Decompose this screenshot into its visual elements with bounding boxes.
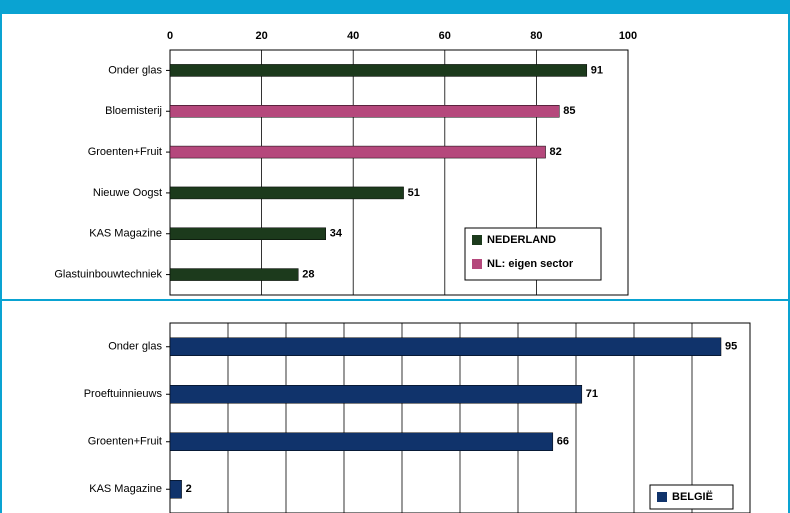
data-label: 82 bbox=[550, 146, 562, 158]
data-label: 2 bbox=[186, 483, 192, 495]
bar bbox=[169, 480, 182, 499]
y-tick-label: Proeftuinnieuws bbox=[84, 388, 163, 400]
data-label: 66 bbox=[557, 436, 569, 448]
data-label: 95 bbox=[725, 341, 737, 353]
bar bbox=[169, 227, 326, 240]
y-tick-label: Glastuinbouwtechniek bbox=[54, 268, 162, 280]
bar bbox=[169, 64, 588, 77]
right-border bbox=[788, 0, 790, 513]
bar bbox=[169, 337, 722, 356]
data-label: 51 bbox=[408, 187, 420, 199]
y-tick-label: Onder glas bbox=[108, 341, 162, 353]
legend-swatch bbox=[472, 259, 482, 269]
left-border bbox=[0, 0, 2, 513]
x-tick-label: 60 bbox=[439, 30, 451, 42]
legend-label: NEDERLAND bbox=[487, 234, 556, 246]
y-tick-label: KAS Magazine bbox=[89, 483, 162, 495]
y-tick-label: Groenten+Fruit bbox=[88, 146, 162, 158]
data-label: 34 bbox=[330, 228, 343, 240]
x-tick-label: 20 bbox=[255, 30, 267, 42]
y-tick-label: Bloemisterij bbox=[105, 105, 162, 117]
bar bbox=[169, 145, 546, 159]
bar bbox=[169, 268, 299, 281]
separator bbox=[0, 299, 790, 301]
legend-label: NL: eigen sector bbox=[487, 258, 574, 270]
bar bbox=[169, 385, 583, 404]
top-band bbox=[0, 0, 790, 14]
y-tick-label: Groenten+Fruit bbox=[88, 436, 162, 448]
data-label: 28 bbox=[302, 268, 314, 280]
bar bbox=[169, 186, 404, 200]
x-tick-label: 80 bbox=[530, 30, 542, 42]
data-label: 71 bbox=[586, 388, 598, 400]
legend-swatch bbox=[472, 235, 482, 245]
data-label: 85 bbox=[563, 105, 575, 117]
legend-label: BELGIË bbox=[672, 490, 713, 503]
data-label: 91 bbox=[591, 64, 603, 76]
bar bbox=[169, 432, 554, 451]
x-tick-label: 0 bbox=[167, 30, 173, 42]
x-tick-label: 100 bbox=[619, 30, 637, 42]
y-tick-label: Onder glas bbox=[108, 64, 162, 76]
y-tick-label: KAS Magazine bbox=[89, 228, 162, 240]
legend-swatch bbox=[657, 492, 667, 502]
bar bbox=[169, 105, 560, 118]
legend-box bbox=[464, 227, 602, 281]
y-tick-label: Nieuwe Oogst bbox=[93, 187, 162, 199]
x-tick-label: 40 bbox=[347, 30, 359, 42]
